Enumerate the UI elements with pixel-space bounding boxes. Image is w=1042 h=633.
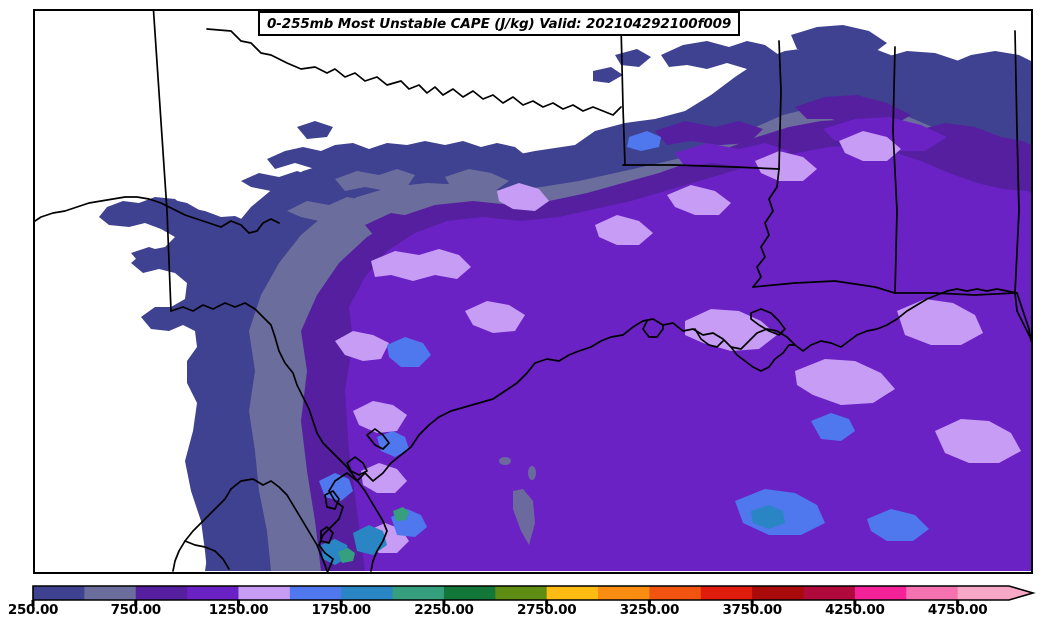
cape-shaded-field: [99, 25, 1031, 571]
colorbar-segment: [495, 586, 548, 600]
colorbar-segment: [957, 586, 1010, 600]
cape-band-2000-2250: [338, 507, 409, 563]
colorbar-segment-group: [33, 586, 1033, 600]
river-mississippi: [752, 168, 780, 288]
colorbar-tick: [647, 600, 651, 606]
colorbar-segment: [546, 586, 599, 600]
colorbar-tick: [339, 600, 343, 606]
colorbar-segment: [341, 586, 394, 600]
border-mexico-state-2: [172, 488, 232, 572]
coastline-south-texas: [318, 480, 344, 572]
border-mississippi-alabama: [892, 46, 898, 294]
colorbar-tick-label: 3250.00: [619, 602, 680, 618]
galveston-bay: [366, 428, 390, 450]
colorbar-tick-label: 4750.00: [927, 602, 988, 618]
coastline-mexico-bay: [220, 218, 280, 234]
border-oklahoma-arkansas-west: [620, 24, 626, 166]
colorbar-segment: [906, 586, 959, 600]
colorbar-tick: [750, 600, 754, 606]
coastline-gulf: [334, 288, 1018, 482]
corpus-christi-bay: [324, 490, 340, 510]
laguna-madre: [320, 526, 334, 544]
colorbar: 250.00 750.00 1250.00 1750.00 2250.00 2750.00…: [0, 582, 1042, 633]
colorbar-tick-group: [31, 600, 960, 606]
colorbar-tick: [442, 600, 446, 606]
colorbar-swatches: [31, 585, 1036, 606]
coastline-terrebonne-bay: [694, 328, 724, 348]
colorbar-segment: [187, 586, 240, 600]
cape-gulf-gray-islands: [499, 457, 536, 545]
colorbar-tick-label: 1750.00: [311, 602, 372, 618]
colorbar-segment: [752, 586, 805, 600]
coastline-mississippi-delta: [730, 344, 796, 372]
border-arkansas-mississippi-north: [778, 40, 782, 170]
colorbar-tick: [31, 600, 35, 606]
colorbar-tick-label: 4250.00: [825, 602, 885, 618]
colorbar-tick-labels: 250.00 750.00 1250.00 1750.00 2250.00 2750.00…: [0, 602, 1042, 626]
border-mexico-state-3: [184, 540, 230, 570]
colorbar-segment: [803, 586, 856, 600]
colorbar-tick-label: 3750.00: [722, 602, 782, 618]
border-alabama-florida: [894, 292, 1016, 296]
colorbar-tick-label: 250.00: [7, 602, 59, 618]
colorbar-tick: [134, 600, 138, 606]
coastline-mexico-north: [35, 196, 222, 228]
colorbar-segment: [84, 586, 137, 600]
map-canvas: [35, 11, 1031, 572]
map-title-text: 0-255mb Most Unstable CAPE (J/kg) Valid:…: [267, 15, 732, 32]
colorbar-tick: [545, 600, 549, 606]
colorbar-segment: [700, 586, 753, 600]
colorbar-segment: [854, 586, 907, 600]
border-usa-mexico-rio-grande: [170, 302, 388, 572]
colorbar-segment: [443, 586, 496, 600]
map-frame: [33, 9, 1033, 574]
coastline-vermilion-bay: [642, 320, 664, 338]
colorbar-segment: [598, 586, 651, 600]
colorbar-segment: [135, 586, 188, 600]
border-mexico-state-1: [230, 478, 328, 572]
colorbar-tick-label: 1250.00: [208, 602, 269, 618]
colorbar-tick-label: 2750.00: [516, 602, 577, 618]
border-louisiana-mississippi: [752, 280, 896, 294]
geography-outlines: [35, 11, 1031, 572]
border-arkansas-south: [622, 164, 780, 170]
border-texas-oklahoma: [206, 28, 622, 116]
coastline-florida-west: [1016, 292, 1031, 342]
colorbar-segment: [649, 586, 702, 600]
colorbar-tick: [236, 600, 240, 606]
lake-pontchartrain: [750, 308, 786, 336]
colorbar-tick-label: 2250.00: [414, 602, 474, 618]
colorbar-segment: [238, 586, 291, 600]
colorbar-extend-arrow: [1009, 586, 1033, 600]
colorbar-outline: [32, 585, 1036, 601]
colorbar-tick-label: 750.00: [110, 602, 162, 618]
colorbar-tick: [853, 600, 857, 606]
colorbar-tick: [956, 600, 960, 606]
colorbar-segment: [289, 586, 342, 600]
map-title-box: 0-255mb Most Unstable CAPE (J/kg) Valid:…: [258, 11, 741, 36]
colorbar-segment: [392, 586, 445, 600]
colorbar-segment: [33, 586, 85, 600]
border-new-mexico-texas: [152, 11, 172, 312]
